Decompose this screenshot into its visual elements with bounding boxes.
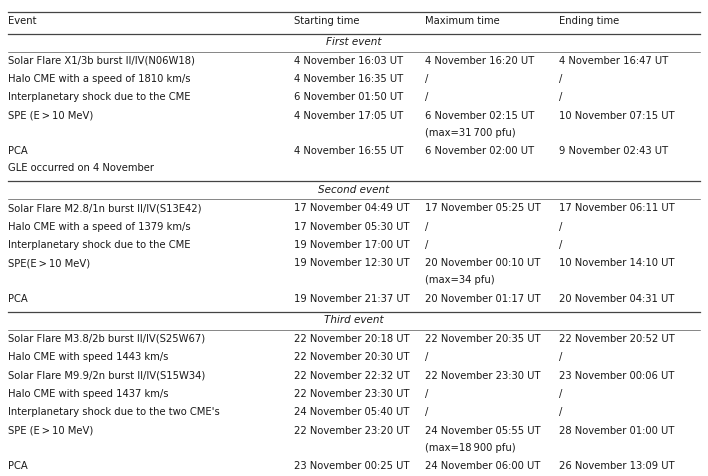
Text: 17 November 05:25 UT: 17 November 05:25 UT — [425, 203, 540, 213]
Text: 6 November 02:00 UT: 6 November 02:00 UT — [425, 146, 534, 156]
Text: Maximum time: Maximum time — [425, 16, 500, 26]
Text: 24 November 05:40 UT: 24 November 05:40 UT — [294, 407, 409, 416]
Text: /: / — [559, 92, 563, 102]
Text: /: / — [559, 407, 563, 416]
Text: (max=34 pfu): (max=34 pfu) — [425, 275, 494, 285]
Text: PCA: PCA — [8, 460, 28, 470]
Text: 17 November 05:30 UT: 17 November 05:30 UT — [294, 221, 409, 231]
Text: SPE (E > 10 MeV): SPE (E > 10 MeV) — [8, 425, 93, 435]
Text: 20 November 01:17 UT: 20 November 01:17 UT — [425, 293, 540, 303]
Text: Second event: Second event — [319, 184, 389, 194]
Text: Interplanetary shock due to the two CME's: Interplanetary shock due to the two CME'… — [8, 407, 220, 416]
Text: (max=18 900 pfu): (max=18 900 pfu) — [425, 442, 515, 452]
Text: 10 November 14:10 UT: 10 November 14:10 UT — [559, 258, 675, 268]
Text: /: / — [425, 407, 428, 416]
Text: /: / — [425, 351, 428, 361]
Text: 9 November 02:43 UT: 9 November 02:43 UT — [559, 146, 668, 156]
Text: PCA: PCA — [8, 146, 28, 156]
Text: 4 November 16:03 UT: 4 November 16:03 UT — [294, 56, 403, 65]
Text: /: / — [425, 74, 428, 84]
Text: Halo CME with speed 1437 km/s: Halo CME with speed 1437 km/s — [8, 388, 169, 398]
Text: /: / — [559, 221, 563, 231]
Text: Solar Flare M9.9/2n burst II/IV(S15W34): Solar Flare M9.9/2n burst II/IV(S15W34) — [8, 370, 206, 380]
Text: 22 November 22:32 UT: 22 November 22:32 UT — [294, 370, 409, 380]
Text: 4 November 16:35 UT: 4 November 16:35 UT — [294, 74, 403, 84]
Text: Starting time: Starting time — [294, 16, 360, 26]
Text: /: / — [559, 388, 563, 398]
Text: 19 November 17:00 UT: 19 November 17:00 UT — [294, 239, 409, 249]
Text: 28 November 01:00 UT: 28 November 01:00 UT — [559, 425, 675, 435]
Text: 10 November 07:15 UT: 10 November 07:15 UT — [559, 110, 675, 120]
Text: 20 November 00:10 UT: 20 November 00:10 UT — [425, 258, 540, 268]
Text: /: / — [425, 239, 428, 249]
Text: /: / — [425, 92, 428, 102]
Text: Halo CME with a speed of 1379 km/s: Halo CME with a speed of 1379 km/s — [8, 221, 191, 231]
Text: Third event: Third event — [324, 315, 384, 325]
Text: 17 November 04:49 UT: 17 November 04:49 UT — [294, 203, 409, 213]
Text: PCA: PCA — [8, 293, 28, 303]
Text: (max=31 700 pfu): (max=31 700 pfu) — [425, 127, 515, 137]
Text: SPE(E > 10 MeV): SPE(E > 10 MeV) — [8, 258, 91, 268]
Text: 6 November 01:50 UT: 6 November 01:50 UT — [294, 92, 403, 102]
Text: 4 November 16:47 UT: 4 November 16:47 UT — [559, 56, 668, 65]
Text: 23 November 00:25 UT: 23 November 00:25 UT — [294, 460, 409, 470]
Text: Event: Event — [8, 16, 37, 26]
Text: 17 November 06:11 UT: 17 November 06:11 UT — [559, 203, 675, 213]
Text: 22 November 23:30 UT: 22 November 23:30 UT — [294, 388, 409, 398]
Text: Ending time: Ending time — [559, 16, 620, 26]
Text: 4 November 16:55 UT: 4 November 16:55 UT — [294, 146, 403, 156]
Text: 26 November 13:09 UT: 26 November 13:09 UT — [559, 460, 675, 470]
Text: Solar Flare X1/3b burst II/IV(N06W18): Solar Flare X1/3b burst II/IV(N06W18) — [8, 56, 195, 65]
Text: 24 November 06:00 UT: 24 November 06:00 UT — [425, 460, 540, 470]
Text: 24 November 05:55 UT: 24 November 05:55 UT — [425, 425, 540, 435]
Text: Solar Flare M2.8/1n burst II/IV(S13E42): Solar Flare M2.8/1n burst II/IV(S13E42) — [8, 203, 202, 213]
Text: 22 November 20:52 UT: 22 November 20:52 UT — [559, 333, 675, 343]
Text: Halo CME with speed 1443 km/s: Halo CME with speed 1443 km/s — [8, 351, 169, 361]
Text: First event: First event — [326, 37, 382, 47]
Text: /: / — [559, 74, 563, 84]
Text: 22 November 20:30 UT: 22 November 20:30 UT — [294, 351, 409, 361]
Text: /: / — [425, 388, 428, 398]
Text: SPE (E > 10 MeV): SPE (E > 10 MeV) — [8, 110, 93, 120]
Text: 22 November 23:30 UT: 22 November 23:30 UT — [425, 370, 540, 380]
Text: Interplanetary shock due to the CME: Interplanetary shock due to the CME — [8, 92, 191, 102]
Text: 6 November 02:15 UT: 6 November 02:15 UT — [425, 110, 534, 120]
Text: 22 November 20:35 UT: 22 November 20:35 UT — [425, 333, 540, 343]
Text: /: / — [559, 239, 563, 249]
Text: 4 November 16:20 UT: 4 November 16:20 UT — [425, 56, 534, 65]
Text: 22 November 20:18 UT: 22 November 20:18 UT — [294, 333, 409, 343]
Text: Halo CME with a speed of 1810 km/s: Halo CME with a speed of 1810 km/s — [8, 74, 191, 84]
Text: Solar Flare M3.8/2b burst II/IV(S25W67): Solar Flare M3.8/2b burst II/IV(S25W67) — [8, 333, 205, 343]
Text: 22 November 23:20 UT: 22 November 23:20 UT — [294, 425, 409, 435]
Text: Interplanetary shock due to the CME: Interplanetary shock due to the CME — [8, 239, 191, 249]
Text: /: / — [559, 351, 563, 361]
Text: /: / — [425, 221, 428, 231]
Text: 4 November 17:05 UT: 4 November 17:05 UT — [294, 110, 403, 120]
Text: 19 November 12:30 UT: 19 November 12:30 UT — [294, 258, 409, 268]
Text: GLE occurred on 4 November: GLE occurred on 4 November — [8, 162, 154, 172]
Text: 20 November 04:31 UT: 20 November 04:31 UT — [559, 293, 675, 303]
Text: 23 November 00:06 UT: 23 November 00:06 UT — [559, 370, 675, 380]
Text: 19 November 21:37 UT: 19 November 21:37 UT — [294, 293, 409, 303]
